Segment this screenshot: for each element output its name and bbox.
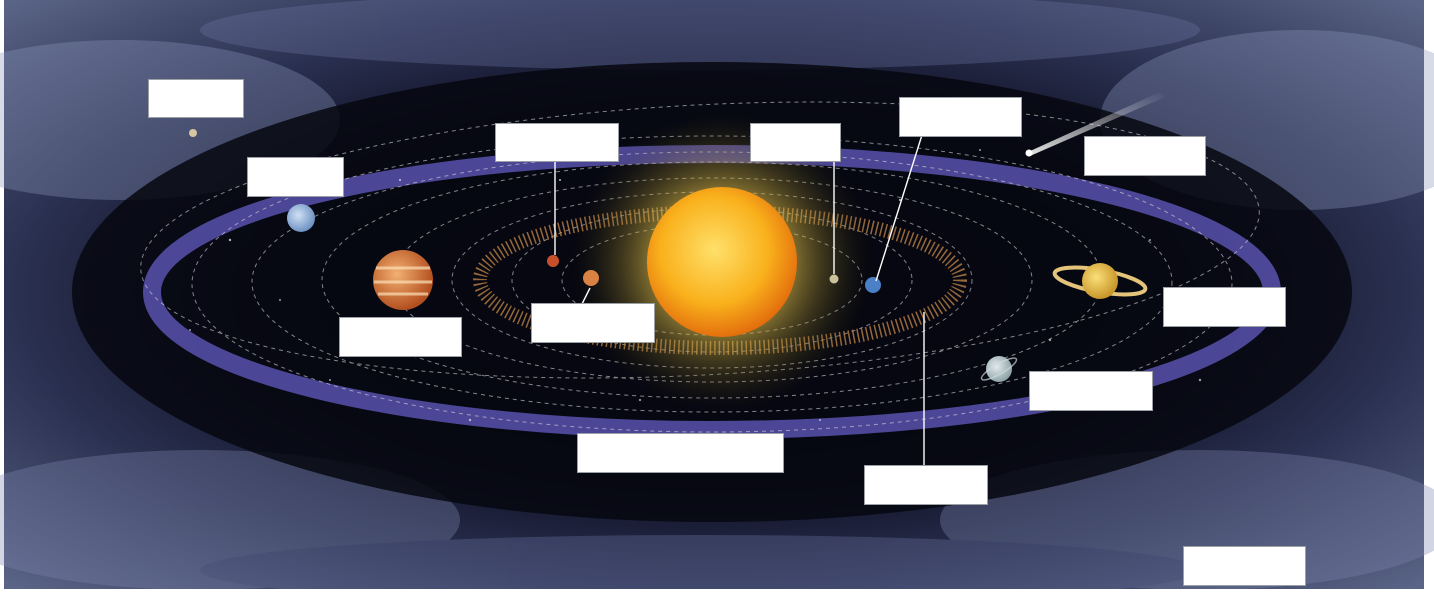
mars-icon (547, 255, 559, 267)
label-box-mercury[interactable] (750, 123, 841, 162)
label-box-kuiper-belt[interactable] (577, 433, 784, 473)
label-box-mars[interactable] (495, 123, 619, 162)
label-box-uranus[interactable] (1029, 371, 1153, 411)
label-box-asteroid-belt[interactable] (864, 465, 988, 505)
label-box-venus[interactable] (531, 303, 655, 343)
leader-lines (554, 134, 925, 466)
uranus-icon (980, 356, 1018, 382)
label-box-saturn[interactable] (1163, 287, 1286, 327)
jupiter-icon (373, 250, 433, 310)
label-box-oort-cloud[interactable] (1183, 546, 1306, 586)
pluto-icon (189, 129, 197, 137)
mercury-icon (829, 274, 839, 284)
venus-icon (583, 270, 599, 286)
label-box-pluto[interactable] (148, 79, 244, 118)
label-box-jupiter[interactable] (339, 317, 462, 357)
saturn-icon (1052, 263, 1148, 299)
sun-icon (647, 187, 797, 337)
label-box-neptune[interactable] (247, 157, 344, 197)
label-box-earth[interactable] (899, 97, 1022, 137)
earth-icon (865, 277, 881, 293)
label-box-comet[interactable] (1084, 136, 1206, 176)
neptune-icon (287, 204, 315, 232)
comet-icon (1025, 92, 1165, 157)
